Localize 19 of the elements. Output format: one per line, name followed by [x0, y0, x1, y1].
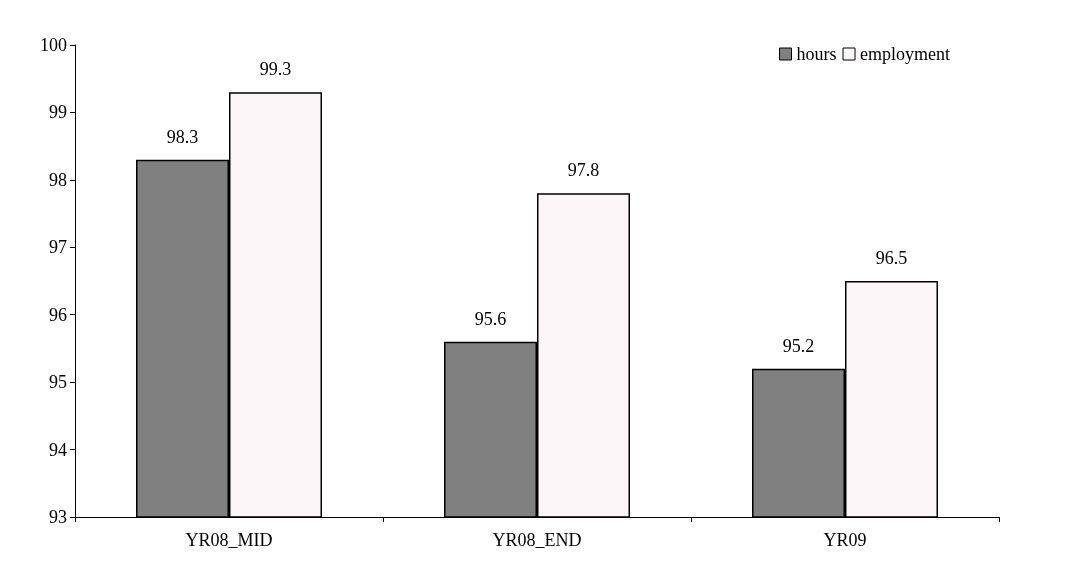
data-label: 95.6 — [474, 308, 507, 329]
legend-label: employment — [860, 44, 950, 64]
y-tick-label: 99 — [49, 102, 67, 123]
y-tick-label: 97 — [49, 237, 67, 258]
x-tick-label: YR08_END — [492, 530, 582, 550]
y-tick-label: 93 — [49, 507, 67, 527]
y-tick-label: 96 — [49, 304, 67, 325]
data-label: 98.3 — [166, 126, 199, 147]
data-label: 96.5 — [875, 248, 908, 268]
data-label: 99.3 — [259, 59, 292, 80]
data-label: 95.2 — [782, 335, 815, 356]
x-tick-label: YR08_MID — [185, 530, 273, 550]
y-tick-label: 95 — [49, 372, 67, 393]
y-tick-label: 100 — [40, 35, 67, 55]
legend-label: hours — [796, 44, 837, 64]
data-label: 97.8 — [567, 160, 600, 181]
x-tick-label: YR09 — [823, 530, 867, 550]
y-tick-label: 94 — [49, 439, 67, 460]
y-tick-label: 98 — [49, 169, 67, 190]
